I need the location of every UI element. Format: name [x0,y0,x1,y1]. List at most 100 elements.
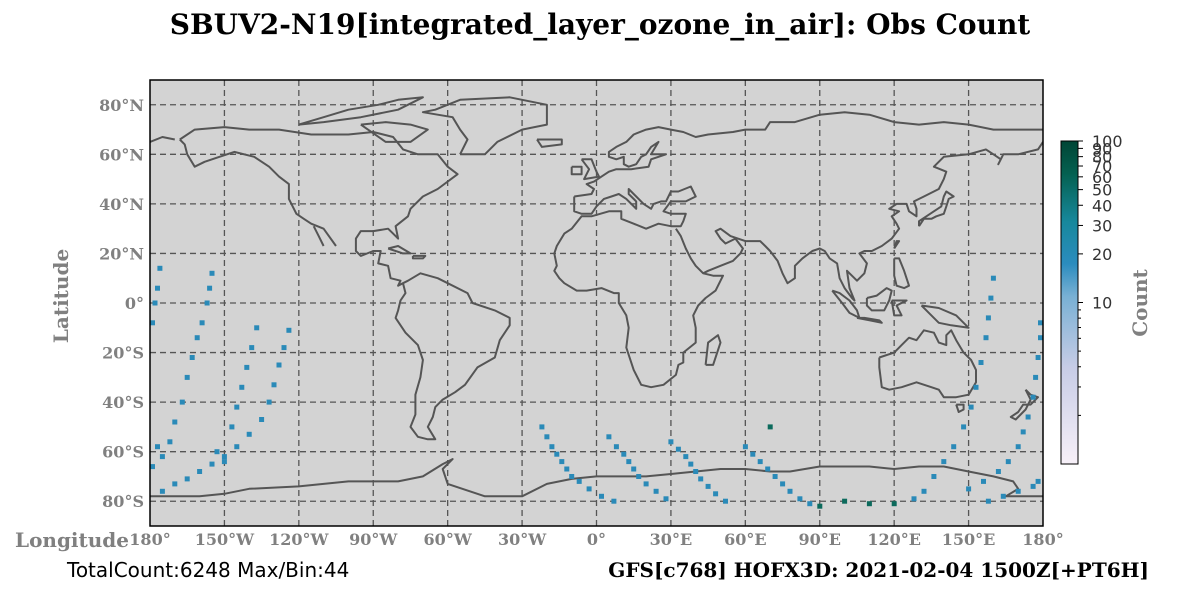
obs-bin [636,474,642,479]
obs-bin [549,444,555,450]
obs-bin [204,300,210,306]
obs-bin [239,384,245,390]
longitude-tick-label: 180° [129,530,170,549]
obs-bin [209,270,215,276]
obs-bin [626,459,632,465]
obs-bin [1025,414,1031,420]
total-count-text: TotalCount:6248 Max/Bin:44 [67,558,350,582]
colorbar-tick-label: 60 [1092,168,1112,187]
chart-title: SBUV2-N19[integrated_layer_ozone_in_air]… [169,8,1031,41]
obs-bin [663,496,669,502]
obs-bin [1000,493,1006,499]
colorbar-tick-label: 40 [1092,196,1112,215]
obs-bin [254,325,260,331]
obs-bin [653,488,659,494]
obs-bin [757,459,763,465]
obs-bin [817,503,823,509]
latitude-tick-label: 60°N [99,145,144,164]
obs-bin [668,439,674,445]
obs-bin [985,315,991,321]
longitude-tick-label: 120°E [867,530,921,549]
obs-bin [787,488,793,494]
colorbar-tick-label: 90 [1092,139,1112,158]
latitude-tick-label: 40°N [99,195,144,214]
obs-bin [643,481,649,487]
obs-bin [197,469,203,474]
latitude-tick-label: 80°N [99,96,144,115]
obs-bin [990,275,996,281]
obs-bin [978,360,984,365]
latitude-ticks: 80°N 60°N 40°N 20°N 0° 20°S 40°S 60°S 80°S [99,96,144,511]
obs-bin [554,451,560,457]
obs-bin [564,466,570,472]
obs-bin [688,461,694,467]
obs-bin [152,300,158,306]
obs-bin [713,491,719,497]
obs-bin [941,459,947,465]
obs-bin [244,364,250,370]
obs-bin [866,501,872,507]
obs-bin [184,476,190,482]
obs-bin [1030,483,1036,489]
x-axis-label: Longitude [15,528,130,552]
obs-bin [780,481,786,487]
obs-bin [983,335,989,341]
obs-bin [1005,459,1011,465]
obs-bin [807,501,813,507]
longitude-tick-label: 30°E [650,530,692,549]
colorbar-tick-label: 70 [1092,157,1112,176]
obs-bin [194,335,200,341]
longitude-tick-label: 180° [1022,530,1063,549]
obs-bin [159,488,165,494]
latitude-tick-label: 60°S [102,443,144,462]
coastline-segment [360,121,429,143]
obs-bin [276,362,282,368]
coastline-segment [536,138,563,148]
obs-bin [155,444,160,450]
coastline-segment [918,190,955,227]
obs-bin [159,454,165,460]
run-info-text: GFS[c768] HOFX3D: 2021-02-04 1500Z[+PT6H… [608,558,1149,582]
obs-bin [988,295,994,301]
latitude-tick-label: 0° [125,294,144,313]
obs-bin [772,474,778,479]
coastline-segment [179,138,337,247]
longitude-tick-label: 90°W [349,530,398,549]
colorbar-tick-label: 100 [1092,132,1123,151]
coastline-segment [704,334,722,366]
obs-bin [199,320,205,326]
coastline-segment [574,111,1043,198]
obs-bin [172,419,178,425]
coastline-segment [312,225,325,247]
coastline-segment [856,316,883,324]
obs-bin [631,466,637,472]
obs-bin [286,327,292,333]
obs-bin [723,498,728,504]
obs-bin [973,384,979,390]
longitude-tick-label: 0° [587,530,606,549]
obs-bin [985,498,991,504]
coastline-segment [150,136,175,143]
coastline-segment [570,165,583,176]
coastline-segment [150,458,1043,498]
obs-bin [214,449,220,455]
obs-bin [259,417,265,422]
obs-bin [1038,335,1043,341]
coastline-segment [298,96,424,126]
obs-bin [209,461,215,467]
obs-bin [157,265,163,271]
obs-bin [966,486,972,492]
obs-bins [150,265,1043,509]
obs-bin [1020,429,1026,435]
obs-bin [172,481,178,487]
obs-bin [797,496,803,502]
obs-bin [742,444,748,450]
coastline-segment [955,403,965,413]
colorbar-tick-label: 80 [1092,148,1112,167]
obs-bin [586,486,592,492]
longitude-tick-label: 60°E [724,530,766,549]
colorbar-tick-label: 20 [1092,245,1112,264]
obs-bin [1030,394,1036,400]
